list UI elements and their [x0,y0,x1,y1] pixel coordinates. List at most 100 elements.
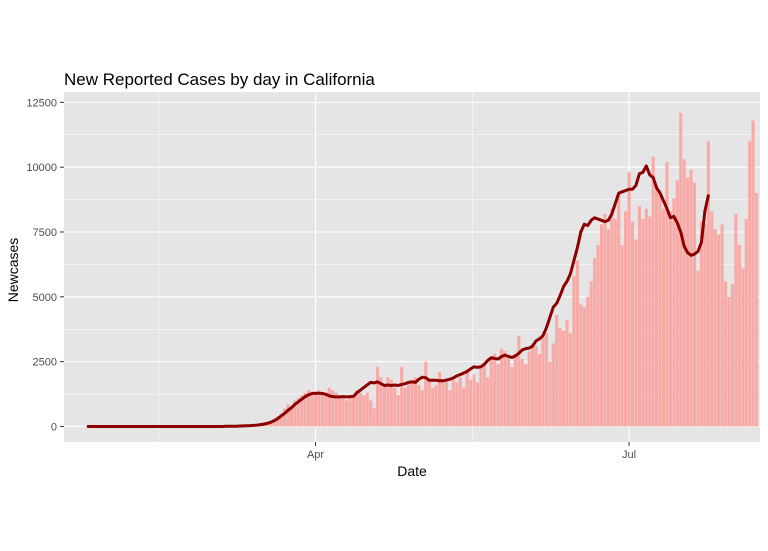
bar [341,397,345,427]
bar [689,169,693,427]
bar [479,366,483,427]
bar [424,361,428,427]
bar [455,382,459,427]
bar [624,211,628,427]
bar [403,387,407,427]
bar [334,392,338,427]
bar [396,395,400,427]
bar [558,327,562,427]
bar [744,219,748,427]
bar [393,387,397,427]
bar [644,208,648,427]
bar [410,379,414,427]
bar [489,359,493,427]
bar [300,395,304,427]
bar [293,400,297,427]
bar [524,364,528,427]
bar [369,400,373,427]
bar [438,372,442,427]
bar [679,112,683,427]
bar [706,141,710,427]
bar [586,296,590,427]
bar [610,208,614,427]
bar [651,156,655,427]
bar [282,408,287,427]
bar [389,379,393,427]
bar [668,211,672,427]
bar [407,382,411,427]
y-axis-title: Newcases [5,238,21,303]
bar [734,213,738,427]
bar [462,387,466,427]
bar [531,343,535,427]
bar [427,379,431,427]
bar [296,397,300,427]
bar [441,382,445,427]
bar [469,379,473,427]
bar [675,180,679,427]
bar [286,404,290,427]
bar [641,219,645,427]
bar [289,405,293,427]
y-tick-label: 0 [51,421,57,433]
bar [562,330,566,427]
bar [737,244,741,427]
bar [355,390,359,427]
bar [565,320,569,427]
bar [751,120,755,427]
bar [276,416,280,427]
bar [431,387,435,427]
bar-series [224,112,759,427]
bar [413,377,417,427]
y-tick-label: 10000 [26,162,57,174]
bar [572,276,576,427]
x-axis-title: Date [397,463,427,479]
bar [575,260,579,427]
bar [520,359,524,427]
bar [365,392,369,427]
bar [358,392,362,427]
smoothed-trend-line [86,164,710,428]
bar [458,377,462,427]
bar [548,361,552,427]
bar [606,229,610,427]
y-tick-label: 5000 [33,292,57,304]
bar [482,364,486,427]
bar [486,377,490,427]
bar [417,384,421,427]
bar [279,413,283,427]
bar [510,366,514,427]
y-tick-label: 7500 [33,227,57,239]
bar [613,219,617,427]
bar [699,221,703,427]
bar [541,335,545,427]
bar [661,208,666,427]
bar [272,418,276,427]
x-tick-label: Jul [622,449,636,461]
bar [630,221,635,427]
bar [338,395,342,427]
x-tick-label: Apr [307,449,324,461]
bar [537,353,542,427]
bar [475,382,480,427]
bar [713,229,717,427]
bar [448,390,452,427]
bar [503,351,507,427]
bar [648,216,652,427]
bar [696,270,700,427]
bar [348,397,352,427]
bar [310,395,314,427]
bar [527,351,531,427]
bar [710,211,714,427]
bar [513,353,517,427]
bar [637,206,641,427]
x-axis-ticks: Apr Jul [307,442,636,461]
bar [655,185,659,427]
bar [327,387,331,427]
bar [730,283,734,427]
bar [620,244,624,427]
bar [434,384,438,427]
grid-minor [64,92,760,442]
bar [603,213,607,427]
